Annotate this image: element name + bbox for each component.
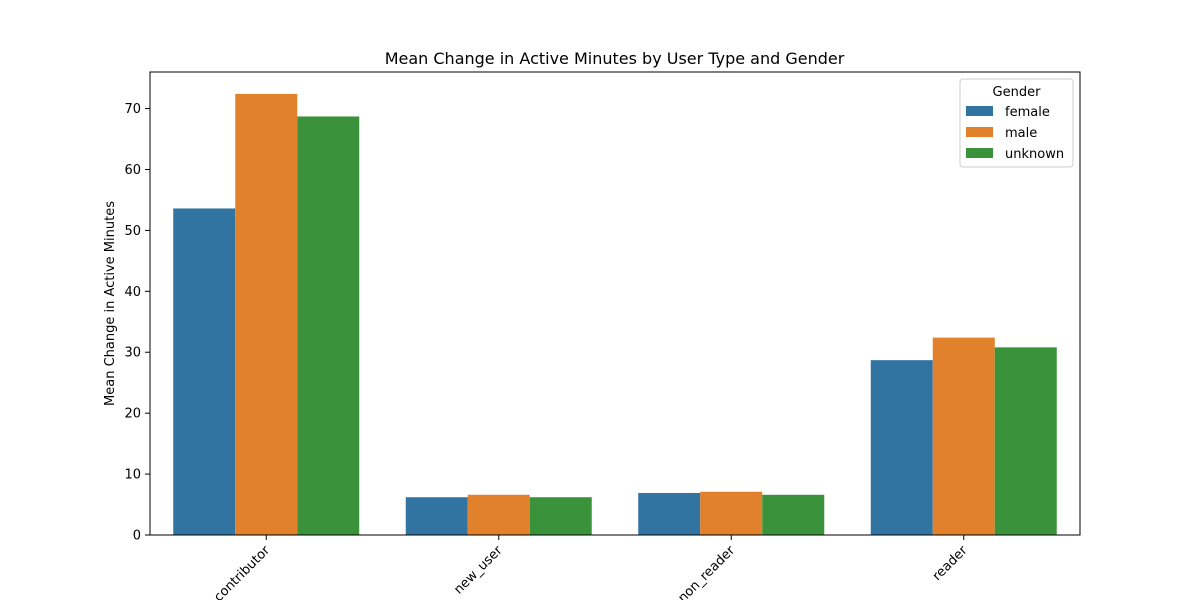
bar-female-new_user xyxy=(405,497,468,535)
legend: Gender female male unknown xyxy=(959,78,1074,168)
x-tick-label: new_user xyxy=(451,543,506,598)
bar-female-contributor xyxy=(173,208,236,535)
x-tick-label: non_reader xyxy=(675,543,738,600)
legend-title: Gender xyxy=(993,85,1042,100)
legend-swatch-male xyxy=(966,127,993,137)
bar-unknown-reader xyxy=(994,347,1057,535)
legend-label-female: female xyxy=(1005,105,1050,120)
y-tick-label: 20 xyxy=(124,407,141,422)
legend-box xyxy=(959,78,1074,168)
plot-area: 0 10 20 30 40 50 60 70 contributor new_user non_re… xyxy=(124,71,1081,604)
legend-label-unknown: unknown xyxy=(1005,147,1064,162)
legend-label-male: male xyxy=(1005,126,1037,141)
bar-unknown-new_user xyxy=(529,497,592,535)
bar-unknown-contributor xyxy=(297,116,360,535)
legend-swatch-unknown xyxy=(966,148,993,158)
bar-female-non_reader xyxy=(638,492,701,535)
y-tick-label: 0 xyxy=(133,529,141,544)
y-axis-label: Mean Change in Active Minutes xyxy=(103,201,118,406)
chart-title: Mean Change in Active Minutes by User Ty… xyxy=(385,49,845,68)
y-tick-label: 60 xyxy=(124,163,141,178)
bar-male-contributor xyxy=(235,93,298,536)
bar-male-new_user xyxy=(467,494,530,535)
bar-unknown-non_reader xyxy=(762,494,825,535)
x-tick-label: contributor xyxy=(211,543,273,600)
y-tick-label: 10 xyxy=(124,468,141,483)
bar-male-reader xyxy=(932,337,995,535)
bar-female-reader xyxy=(870,360,933,535)
y-tick-label: 40 xyxy=(124,285,141,300)
y-tick-label: 30 xyxy=(124,346,141,361)
y-tick-label: 50 xyxy=(124,224,141,239)
plot-frame xyxy=(149,71,1081,536)
bar-male-non_reader xyxy=(700,491,763,535)
legend-swatch-female xyxy=(966,106,993,116)
y-tick-label: 70 xyxy=(124,102,141,117)
x-tick-label: reader xyxy=(930,543,971,584)
